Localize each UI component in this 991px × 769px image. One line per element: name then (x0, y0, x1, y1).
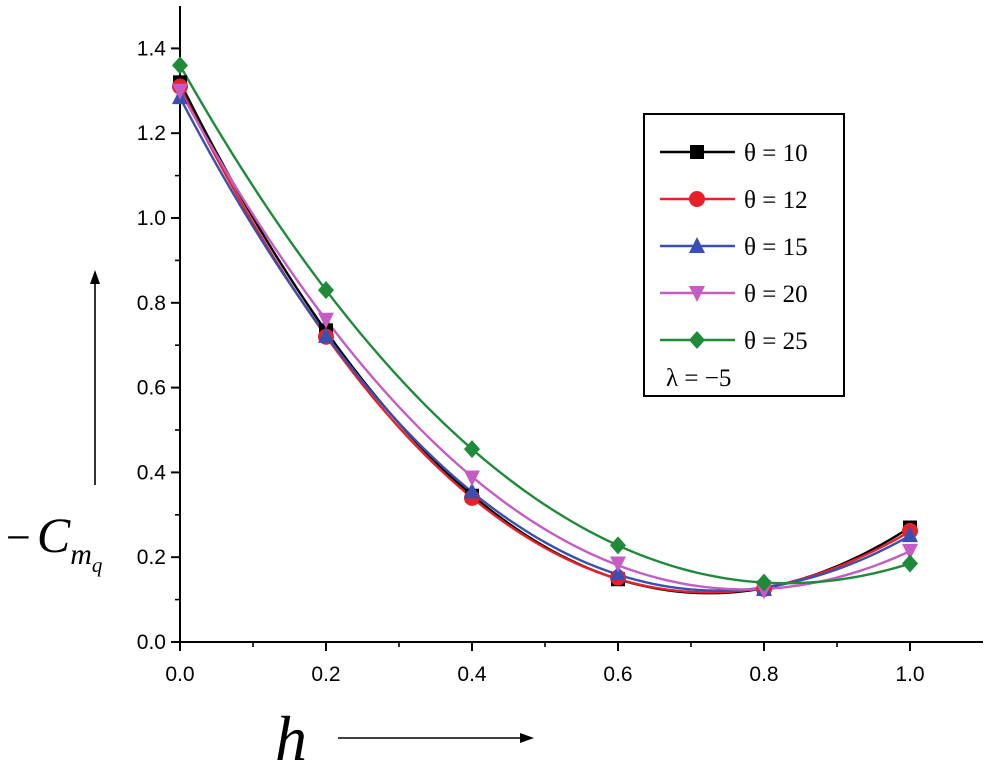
data-point (318, 312, 334, 329)
y-tick-label: 1.2 (137, 122, 166, 145)
series-line-5 (178, 64, 911, 585)
data-point (902, 554, 918, 573)
y-tick-label: 1.4 (137, 37, 167, 60)
x-tick-label: 0.0 (165, 663, 194, 686)
legend-label: θ = 20 (744, 281, 808, 308)
series-markers (172, 56, 918, 600)
y-label-prefix: − (6, 513, 31, 562)
y-tick-label: 0.0 (137, 631, 166, 654)
svg-text:−Cmq: − Cmq (6, 507, 103, 577)
legend-marker (689, 331, 705, 349)
data-point (318, 326, 334, 343)
data-point (756, 573, 772, 592)
y-axis-label: − Cmq (6, 270, 103, 577)
y-label-main: C (37, 507, 71, 563)
series-curves (178, 64, 911, 595)
data-point (610, 536, 626, 555)
legend-marker (689, 237, 705, 253)
data-point (172, 83, 188, 100)
x-tick-label: 0.6 (603, 663, 632, 686)
y-tick-label: 0.8 (137, 292, 166, 315)
x-axis-arrow-head (520, 733, 534, 743)
y-label-sub2: q (92, 553, 103, 577)
y-tick-label: 0.6 (137, 377, 166, 400)
legend-note: λ = −5 (666, 365, 731, 392)
legend: θ = 10 θ = 12 θ = 15 θ = 20 θ = 25 λ = −5 (643, 113, 845, 397)
legend-label: θ = 10 (744, 140, 808, 167)
x-tick-label: 0.2 (311, 663, 340, 686)
data-point (172, 56, 188, 75)
legend-label: θ = 25 (744, 328, 808, 355)
y-axis-arrow-head (90, 270, 100, 284)
legend-box (643, 113, 845, 397)
data-point (464, 470, 480, 487)
x-label-text: h (275, 703, 307, 769)
data-point (610, 556, 626, 573)
y-tick-label: 0.2 (137, 546, 166, 569)
y-tick-label: 1.0 (137, 207, 166, 230)
data-point (318, 281, 334, 300)
data-point (464, 482, 480, 499)
x-tick-label: 1.0 (895, 663, 924, 686)
legend-items: θ = 10 θ = 12 θ = 15 θ = 20 θ = 25 (660, 140, 808, 355)
legend-label: θ = 12 (744, 187, 808, 214)
x-tick-label: 0.8 (749, 663, 778, 686)
legend-marker (689, 286, 705, 302)
y-tick-label: 0.4 (137, 461, 167, 484)
data-point (464, 440, 480, 459)
legend-marker (689, 191, 705, 207)
axes (179, 6, 983, 643)
legend-marker (690, 145, 704, 159)
y-label-sub1: m (70, 538, 92, 571)
legend-label: θ = 15 (744, 234, 808, 261)
ticks: 0.0 0.2 0.4 0.6 0.8 1.0 0.0 0.2 0.4 0.6 0.8 1.0 1.2 1… (137, 37, 925, 686)
x-tick-label: 0.4 (457, 663, 487, 686)
data-point (902, 543, 918, 560)
series-line-4 (178, 90, 911, 591)
x-axis-label: h (275, 703, 534, 769)
data-point (902, 526, 918, 543)
